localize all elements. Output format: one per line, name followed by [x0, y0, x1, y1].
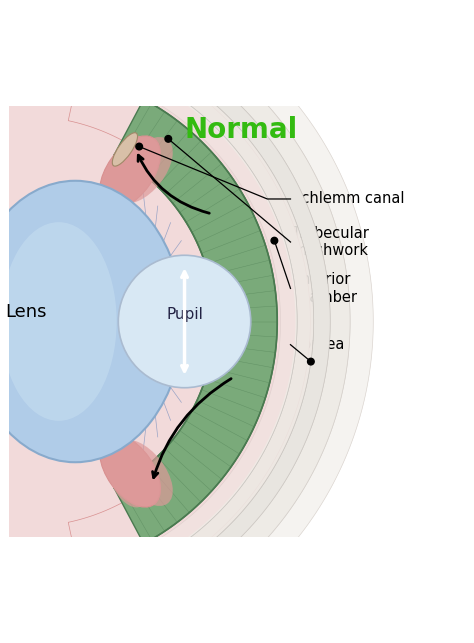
Ellipse shape [0, 181, 183, 462]
Circle shape [308, 358, 314, 365]
Circle shape [118, 255, 251, 388]
Text: Anterior
chamber: Anterior chamber [292, 272, 357, 305]
Polygon shape [68, 43, 310, 600]
Ellipse shape [100, 434, 160, 507]
Polygon shape [0, 0, 373, 643]
Ellipse shape [115, 137, 173, 203]
Text: Schlemm canal: Schlemm canal [292, 192, 405, 206]
Polygon shape [75, 21, 330, 622]
Ellipse shape [109, 461, 146, 507]
Ellipse shape [1, 222, 117, 421]
Polygon shape [121, 69, 297, 574]
Polygon shape [79, 2, 350, 641]
Text: Lens: Lens [5, 303, 46, 321]
Text: Normal: Normal [184, 116, 298, 144]
Polygon shape [114, 99, 277, 544]
Circle shape [271, 237, 278, 244]
Circle shape [165, 136, 172, 142]
Ellipse shape [100, 136, 160, 209]
Polygon shape [82, 0, 373, 643]
Text: Trabecular
meshwork: Trabecular meshwork [292, 226, 369, 258]
Polygon shape [128, 55, 314, 588]
Text: Pupil: Pupil [166, 307, 203, 322]
Circle shape [136, 143, 143, 150]
Ellipse shape [109, 136, 146, 182]
Polygon shape [133, 77, 295, 566]
Ellipse shape [112, 132, 137, 166]
Text: Cornea: Cornea [292, 337, 345, 352]
Ellipse shape [115, 440, 173, 506]
